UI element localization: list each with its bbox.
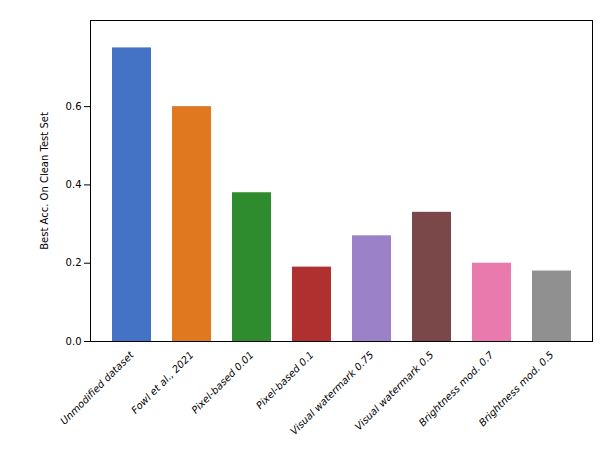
svg-text:0.6: 0.6 bbox=[66, 101, 82, 112]
svg-text:Pixel-based 0.1: Pixel-based 0.1 bbox=[254, 349, 316, 411]
svg-text:Best Acc. On Clean Test Set: Best Acc. On Clean Test Set bbox=[39, 112, 50, 250]
svg-text:Visual watermark 0.75: Visual watermark 0.75 bbox=[288, 349, 376, 437]
svg-text:0.0: 0.0 bbox=[66, 336, 82, 347]
svg-text:Unmodified dataset: Unmodified dataset bbox=[58, 348, 136, 426]
svg-text:0.2: 0.2 bbox=[66, 257, 82, 268]
svg-text:Pixel-based 0.01: Pixel-based 0.01 bbox=[189, 349, 255, 415]
svg-text:0.4: 0.4 bbox=[66, 179, 82, 190]
svg-text:Fowl et al., 2021: Fowl et al., 2021 bbox=[129, 349, 196, 416]
svg-text:Brightness mod. 0.7: Brightness mod. 0.7 bbox=[416, 349, 496, 429]
svg-text:Brightness mod. 0.5: Brightness mod. 0.5 bbox=[477, 349, 556, 428]
svg-text:Visual watermark 0.5: Visual watermark 0.5 bbox=[352, 349, 436, 433]
